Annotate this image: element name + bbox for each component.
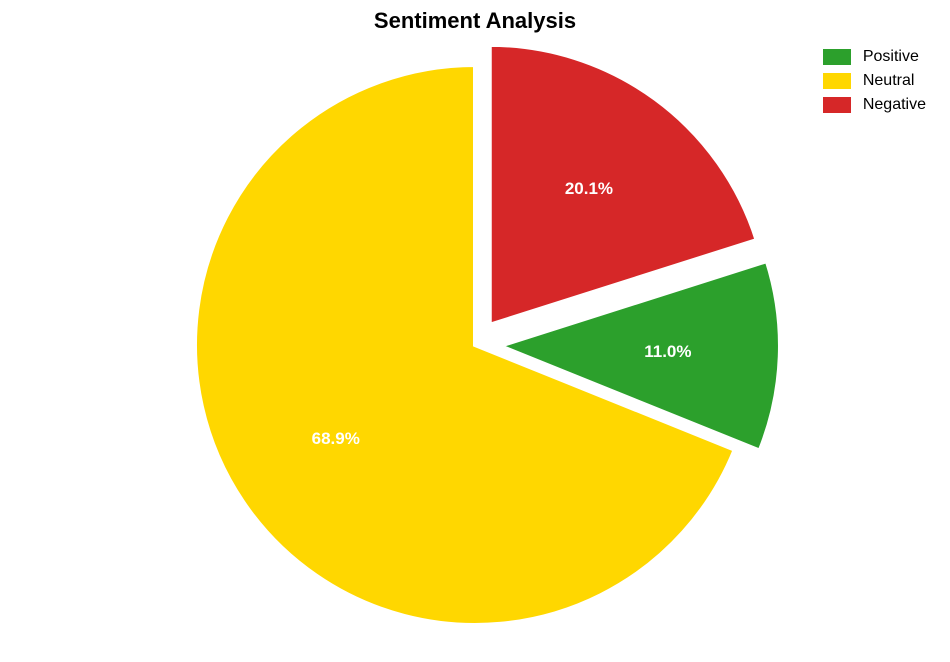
legend-swatch-positive (823, 49, 851, 65)
legend: Positive Neutral Negative (823, 48, 926, 120)
pie-svg (0, 0, 950, 662)
sentiment-pie-chart: Sentiment Analysis Positive Neutral Nega… (0, 0, 950, 662)
legend-swatch-negative (823, 97, 851, 113)
legend-swatch-neutral (823, 73, 851, 89)
slice-label-2: 68.9% (312, 429, 360, 449)
legend-label-negative: Negative (863, 96, 926, 114)
slice-label-1: 11.0% (644, 342, 691, 362)
slice-label-0: 20.1% (565, 179, 613, 199)
legend-item-negative: Negative (823, 96, 926, 114)
legend-label-positive: Positive (863, 48, 919, 66)
legend-label-neutral: Neutral (863, 72, 915, 90)
legend-item-neutral: Neutral (823, 72, 926, 90)
legend-item-positive: Positive (823, 48, 926, 66)
